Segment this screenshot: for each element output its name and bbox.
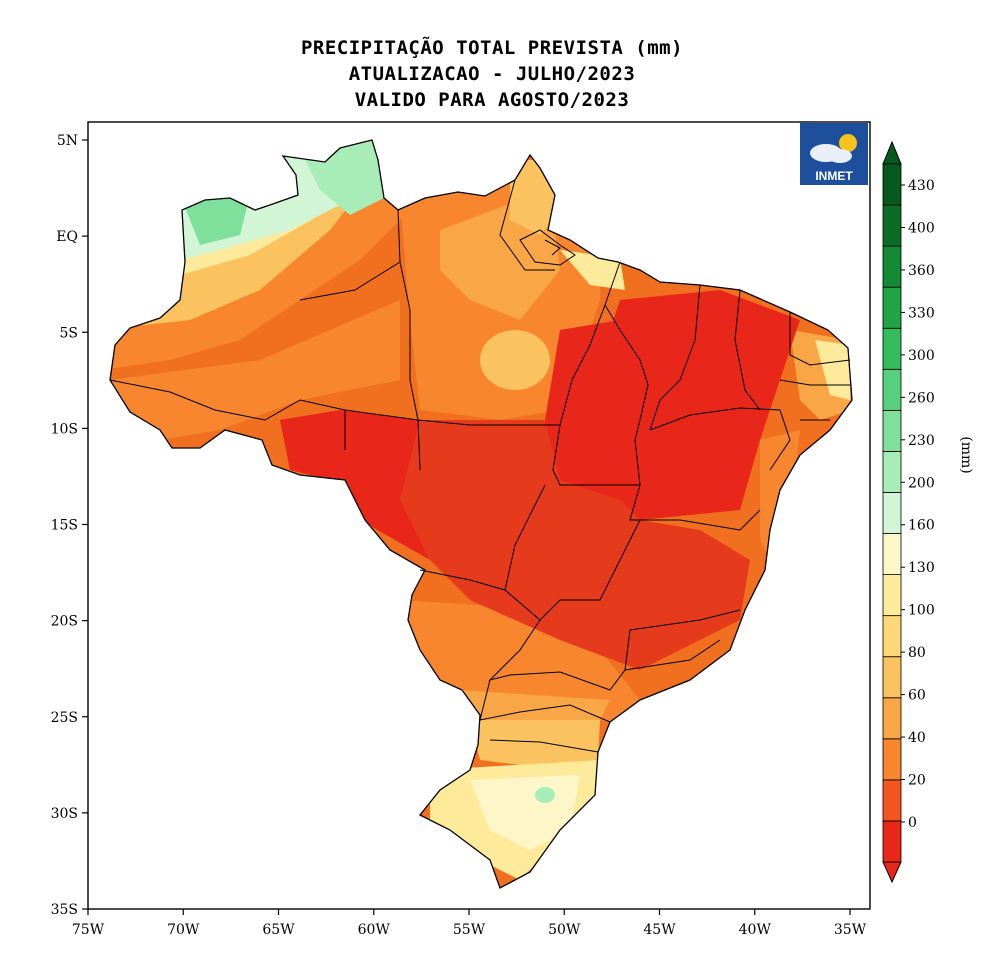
lat-tick-label: 20S <box>51 614 78 630</box>
colorbar-bin <box>882 820 902 863</box>
lon-tick-label: 75W <box>72 922 105 938</box>
colorbar-low-cap <box>882 861 902 884</box>
colorbar-level-label: 0 <box>908 815 917 831</box>
colorbar-high-cap <box>882 140 902 165</box>
colorbar-level-label: 300 <box>908 348 935 364</box>
map-title-line-2: ATUALIZACAO - JULHO/2023 <box>348 63 636 85</box>
colorbar-bin <box>882 163 902 206</box>
colorbar-bin <box>882 286 902 329</box>
map-title-line-3: VALIDO PARA AGOSTO/2023 <box>354 89 630 111</box>
inmet-logo: INMET <box>800 123 868 185</box>
lon-tick-label: 45W <box>643 922 676 938</box>
colorbar-bin <box>882 204 902 247</box>
colorbar-level-label: 40 <box>908 730 926 746</box>
colorbar-bin <box>882 738 902 781</box>
colorbar-bin <box>882 245 902 288</box>
colorbar-level-label: 330 <box>908 305 935 321</box>
colorbar-level-label: 80 <box>908 645 926 661</box>
colorbar-bin <box>882 656 902 699</box>
colorbar-level-label: 100 <box>908 603 935 619</box>
colorbar-unit-label: (mm) <box>958 436 974 473</box>
colorbar-bin <box>882 451 902 493</box>
colorbar-level-label: 360 <box>908 263 935 279</box>
lat-tick-label: 10S <box>51 421 78 437</box>
colorbar-level-label: 430 <box>908 178 935 194</box>
colorbar-level-label: 160 <box>908 518 935 534</box>
lon-tick-label: 65W <box>262 922 295 938</box>
colorbar-bin <box>882 492 902 534</box>
lat-tick-label: 5S <box>60 325 79 341</box>
colorbar-level-label: 260 <box>908 390 935 406</box>
colorbar-bin <box>882 697 902 740</box>
lat-tick-label: 35S <box>51 902 78 918</box>
colorbar-level-label: 230 <box>908 433 935 449</box>
lat-tick-label: 30S <box>51 806 78 822</box>
colorbar-level-label: 130 <box>908 560 935 576</box>
colorbar-bin <box>882 327 902 370</box>
colorbar-level-label: 60 <box>908 688 926 704</box>
colorbar-bin <box>882 615 902 658</box>
lon-tick-label: 35W <box>834 922 867 938</box>
colorbar: 0 20 40 60 80 100 130 160 200 230 260 300 330 360 400 4… <box>882 140 935 884</box>
colorbar-bin <box>882 368 902 411</box>
state-borders <box>109 179 851 753</box>
colorbar-level-label: 200 <box>908 475 935 491</box>
colorbar-level-label: 400 <box>908 220 935 236</box>
colorbar-bin <box>882 574 902 617</box>
lat-tick-label: 15S <box>51 518 78 534</box>
colorbar-bin <box>882 409 902 452</box>
colorbar-bin <box>882 779 902 822</box>
lon-tick-label: 40W <box>739 922 772 938</box>
inmet-logo-text: INMET <box>815 169 853 183</box>
lat-tick-label: 5N <box>57 133 78 149</box>
lon-tick-label: 70W <box>167 922 200 938</box>
lon-tick-label: 55W <box>453 922 486 938</box>
lat-tick-label: 25S <box>51 710 78 726</box>
colorbar-level-label: 20 <box>908 773 926 789</box>
lat-tick-label: EQ <box>56 229 78 245</box>
coastline-detail <box>519 229 576 266</box>
map-title-line-1: PRECIPITAÇÃO TOTAL PREVISTA (mm) <box>300 37 684 59</box>
lon-tick-label: 60W <box>358 922 391 938</box>
lon-tick-label: 50W <box>548 922 581 938</box>
colorbar-bin <box>882 533 902 575</box>
